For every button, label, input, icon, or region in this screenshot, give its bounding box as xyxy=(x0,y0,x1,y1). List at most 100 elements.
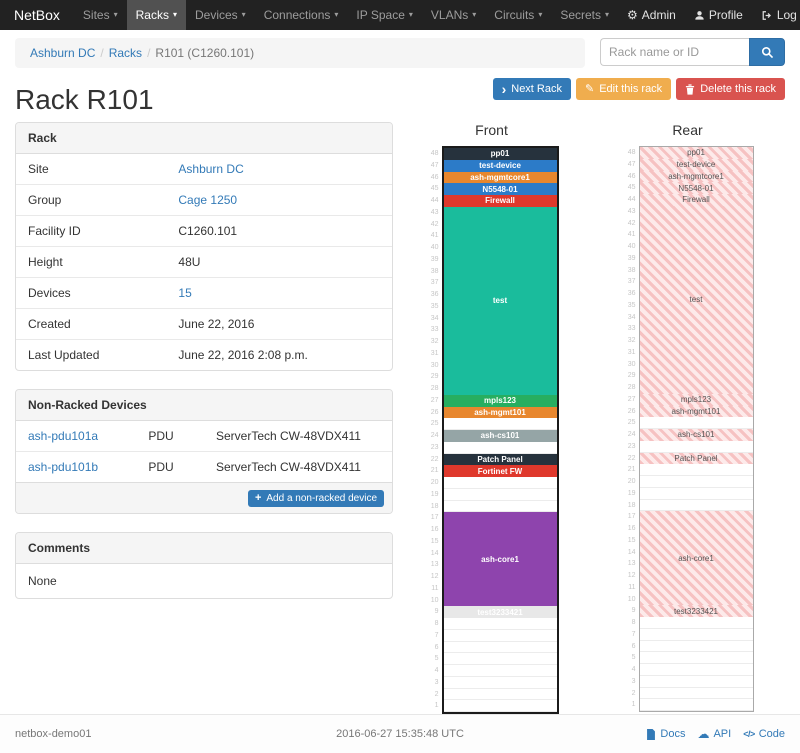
rack-unit-slot[interactable] xyxy=(639,617,753,629)
unit-number: 33 xyxy=(627,325,636,333)
rack-unit-slot[interactable] xyxy=(443,630,557,642)
nav-item-ip-space[interactable]: IP Space ▾ xyxy=(347,0,422,30)
rack-unit-slot[interactable] xyxy=(443,665,557,677)
rack-unit-slot[interactable] xyxy=(443,489,557,501)
device-front-firewall[interactable]: Firewall xyxy=(443,195,557,207)
top-navbar: NetBox Sites ▾ Racks ▾ Devices ▾ Connections ▾ I… xyxy=(0,0,800,30)
add-nonracked-device-button[interactable]: + Add a non-racked device xyxy=(247,490,384,507)
edit-this-rack-button[interactable]: ✎ Edit this rack xyxy=(576,78,672,100)
search-button[interactable] xyxy=(749,38,785,66)
device-rear-ash-cs101[interactable]: ash-cs101 xyxy=(639,429,753,441)
nav-item-secrets[interactable]: Secrets ▾ xyxy=(551,0,618,30)
device-name-link[interactable]: ash-pdu101b xyxy=(28,460,99,474)
rack-unit-slot[interactable] xyxy=(639,641,753,653)
nonracked-panel: Non-Racked Devices ash-pdu101a PDU ServerT… xyxy=(15,389,393,514)
nav-profile[interactable]: Profile xyxy=(685,0,752,30)
device-rear-pp01[interactable]: pp01 xyxy=(639,147,753,159)
device-front-patch-panel[interactable]: Patch Panel xyxy=(443,453,557,466)
rack-unit-slot[interactable] xyxy=(443,501,557,513)
rack-unit-slot[interactable] xyxy=(443,418,557,430)
device-rear-patch-panel[interactable]: Patch Panel xyxy=(639,452,753,465)
device-front-pp01[interactable]: pp01 xyxy=(443,148,557,160)
rack-unit-slot[interactable] xyxy=(443,677,557,689)
unit-number: 22 xyxy=(627,454,636,462)
device-rear-test[interactable]: test xyxy=(639,205,753,394)
attr-value-link[interactable]: Ashburn DC xyxy=(178,162,244,176)
rack-unit-slot[interactable] xyxy=(639,417,753,429)
device-front-ash-mgmt101[interactable]: ash-mgmt101 xyxy=(443,406,557,419)
rack-unit-slot[interactable] xyxy=(443,477,557,489)
unit-number: 28 xyxy=(430,385,439,392)
rack-attr-row-devices: Devices 15 xyxy=(16,277,392,309)
device-rear-mpls123[interactable]: mpls123 xyxy=(639,393,753,406)
unit-number: 14 xyxy=(430,549,439,557)
device-front-test3233421[interactable]: test3233421 xyxy=(443,606,557,618)
nav-item-racks[interactable]: Racks ▾ xyxy=(126,0,186,30)
unit-number: 7 xyxy=(434,631,439,639)
search-input[interactable] xyxy=(600,38,749,66)
rack-unit-slot[interactable] xyxy=(639,488,753,500)
device-rear-test3233421[interactable]: test3233421 xyxy=(639,605,753,617)
footer-link-code[interactable]: </> Code xyxy=(743,728,785,740)
device-rear-firewall[interactable]: Firewall xyxy=(639,194,753,206)
rack-unit-slot[interactable] xyxy=(639,664,753,676)
unit-number: 9 xyxy=(631,607,636,615)
device-front-test-device[interactable]: test-device xyxy=(443,159,557,172)
device-front-fortinet-fw[interactable]: Fortinet FW xyxy=(443,465,557,477)
attr-value-link[interactable]: Cage 1250 xyxy=(178,193,238,207)
rack-unit-slot[interactable] xyxy=(443,442,557,454)
rack-unit-slot[interactable] xyxy=(639,699,753,711)
footer-link-api[interactable]: ☁ API xyxy=(697,728,731,740)
rack-unit-slot[interactable] xyxy=(443,700,557,712)
unit-number: 40 xyxy=(627,243,636,250)
rack-unit-slot[interactable] xyxy=(639,676,753,688)
rack-unit-slot[interactable] xyxy=(639,500,753,512)
unit-number: 18 xyxy=(627,501,636,509)
rack-unit-slot[interactable] xyxy=(639,476,753,488)
attr-value-link[interactable]: 15 xyxy=(178,286,192,300)
rack-unit-slot[interactable] xyxy=(443,653,557,665)
footer-link-docs[interactable]: Docs xyxy=(646,728,685,740)
device-front-ash-cs101[interactable]: ash-cs101 xyxy=(443,430,557,442)
rack-unit-slot[interactable] xyxy=(639,441,753,453)
device-front-mpls123[interactable]: mpls123 xyxy=(443,394,557,407)
rack-unit-slot[interactable] xyxy=(639,688,753,700)
nav-log-out[interactable]: Log out xyxy=(752,0,800,30)
device-rear-n5548-01[interactable]: N5548-01 xyxy=(639,182,753,194)
nav-item-connections[interactable]: Connections ▾ xyxy=(255,0,348,30)
user-icon xyxy=(694,10,705,21)
breadcrumb-item-ashburn-dc[interactable]: Ashburn DC xyxy=(30,46,96,60)
unit-number: 20 xyxy=(627,478,636,485)
device-rear-test-device[interactable]: test-device xyxy=(639,158,753,171)
rack-unit-slot[interactable] xyxy=(443,642,557,654)
rack-unit-slot[interactable] xyxy=(639,652,753,664)
unit-number: 44 xyxy=(627,196,636,203)
device-rear-ash-mgmtcore1[interactable]: ash-mgmtcore1 xyxy=(639,170,753,183)
nav-item-circuits[interactable]: Circuits ▾ xyxy=(485,0,551,30)
app-brand[interactable]: NetBox xyxy=(14,7,60,23)
nav-item-vlans[interactable]: VLANs ▾ xyxy=(422,0,485,30)
unit-number: 38 xyxy=(627,266,636,274)
chevron-right-icon: › xyxy=(501,80,507,97)
rack-unit-slot[interactable] xyxy=(639,629,753,641)
nav-admin[interactable]: ⚙ Admin xyxy=(618,0,685,30)
device-rear-ash-core1[interactable]: ash-core1 xyxy=(639,511,753,606)
rack-unit-slot[interactable] xyxy=(639,464,753,476)
next-rack-button[interactable]: › Next Rack xyxy=(492,78,571,100)
nav-item-devices[interactable]: Devices ▾ xyxy=(186,0,255,30)
unit-number: 34 xyxy=(627,313,636,321)
nav-item-sites[interactable]: Sites ▾ xyxy=(74,0,127,30)
unit-number: 23 xyxy=(430,443,439,451)
attr-value: C1260.101 xyxy=(166,215,392,247)
device-rear-ash-mgmt101[interactable]: ash-mgmt101 xyxy=(639,405,753,418)
rack-unit-slot[interactable] xyxy=(443,689,557,701)
delete-this-rack-button[interactable]: Delete this rack xyxy=(676,78,785,100)
device-front-ash-mgmtcore1[interactable]: ash-mgmtcore1 xyxy=(443,171,557,184)
breadcrumb-item-racks[interactable]: Racks xyxy=(108,46,143,60)
device-front-ash-core1[interactable]: ash-core1 xyxy=(443,512,557,607)
comments-panel-title: Comments xyxy=(16,533,392,564)
device-front-n5548-01[interactable]: N5548-01 xyxy=(443,183,557,195)
device-name-link[interactable]: ash-pdu101a xyxy=(28,429,99,443)
device-front-test[interactable]: test xyxy=(443,206,557,395)
rack-unit-slot[interactable] xyxy=(443,618,557,630)
